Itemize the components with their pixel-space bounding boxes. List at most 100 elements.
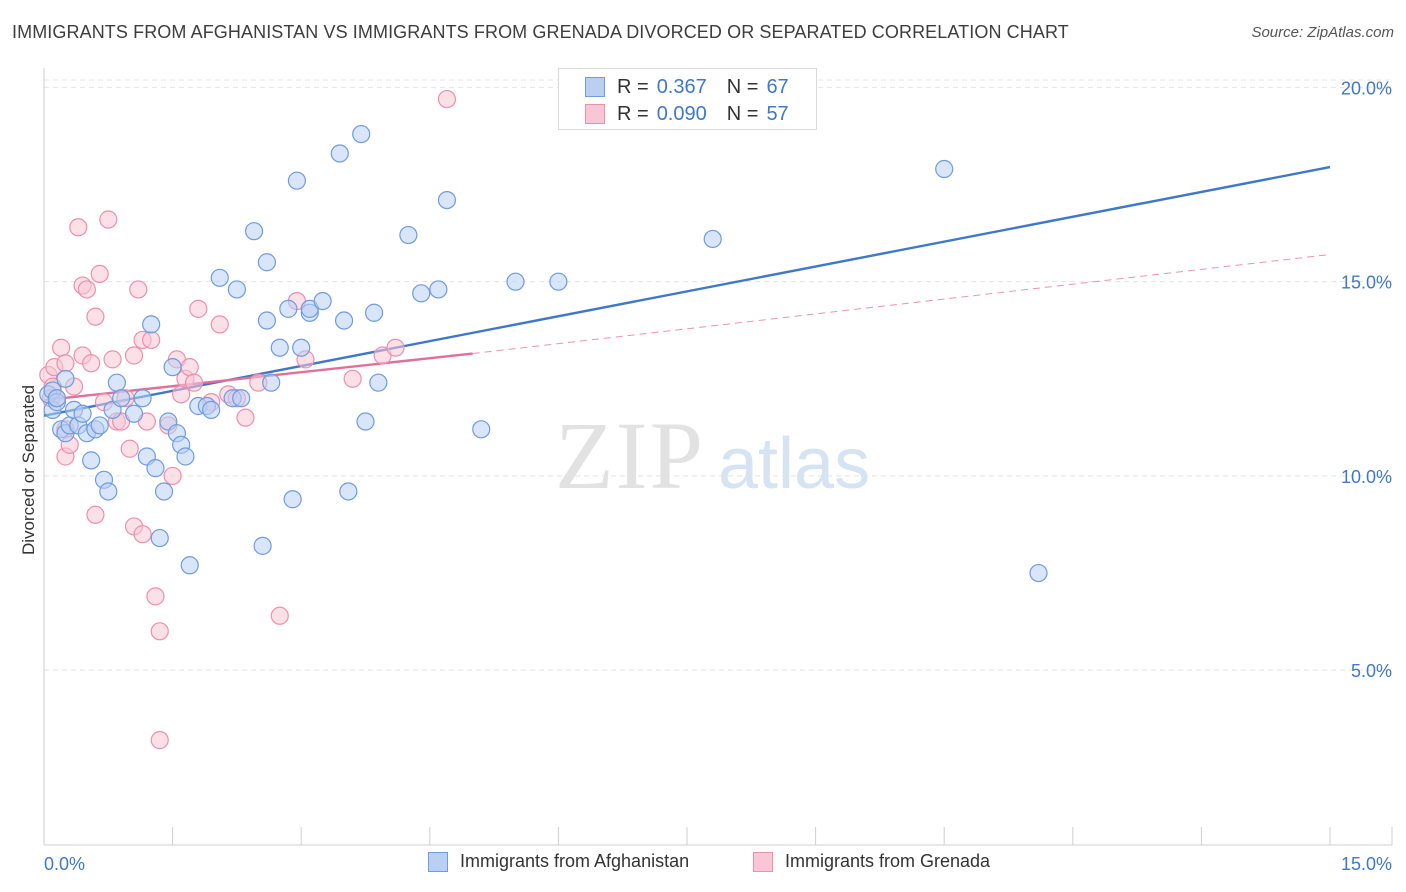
data-point-afghanistan xyxy=(330,144,349,163)
bottom-legend-swatch-afghanistan xyxy=(428,851,448,872)
correlation-legend: R = 0.367 N = 67 R = 0.090 N = 57 xyxy=(558,68,817,130)
data-point-afghanistan xyxy=(472,420,491,439)
data-point-afghanistan xyxy=(227,280,246,299)
data-point-afghanistan xyxy=(356,412,375,431)
data-point-afghanistan xyxy=(244,222,264,241)
y-axis-label: Divorced or Separated xyxy=(19,385,38,555)
data-point-grenada xyxy=(343,369,362,388)
data-point-afghanistan xyxy=(90,416,109,435)
data-point-afghanistan xyxy=(112,389,131,408)
data-point-grenada xyxy=(150,731,169,750)
bottom-legend-grenada: Immigrants from Grenada xyxy=(753,851,990,872)
legend-row-afghanistan: R = 0.367 N = 67 xyxy=(585,74,789,100)
data-point-afghanistan xyxy=(73,404,92,423)
data-point-afghanistan xyxy=(232,389,251,408)
data-point-afghanistan xyxy=(253,536,272,555)
legend-swatch-grenada xyxy=(585,104,605,124)
data-point-afghanistan xyxy=(506,272,525,291)
data-point-grenada xyxy=(386,338,405,357)
data-point-grenada xyxy=(86,505,105,524)
data-point-afghanistan xyxy=(935,159,954,179)
bottom-legend-afghanistan: Immigrants from Afghanistan xyxy=(428,851,689,872)
legend-r-value: 0.090 xyxy=(656,102,707,125)
data-point-grenada xyxy=(52,338,71,357)
data-point-grenada xyxy=(86,307,105,326)
source-label: Source: ZipAtlas.com xyxy=(1251,24,1394,41)
data-point-grenada xyxy=(129,280,148,299)
bottom-legend-label-afghanistan: Immigrants from Afghanistan xyxy=(460,851,690,871)
y-tick-label: 5.0% xyxy=(1351,661,1392,681)
data-point-afghanistan xyxy=(210,268,229,287)
data-point-afghanistan xyxy=(163,358,182,377)
data-point-afghanistan xyxy=(549,272,568,291)
watermark-zip: ZIP xyxy=(555,402,705,509)
axes xyxy=(43,68,1393,846)
data-point-afghanistan xyxy=(99,482,118,501)
data-point-grenada xyxy=(163,466,182,486)
data-point-afghanistan xyxy=(82,451,101,470)
data-point-afghanistan xyxy=(399,225,418,245)
data-point-afghanistan xyxy=(270,338,289,357)
data-point-grenada xyxy=(150,622,169,641)
legend-n-value: 57 xyxy=(766,102,789,125)
data-point-afghanistan xyxy=(313,292,332,311)
chart-title: IMMIGRANTS FROM AFGHANISTAN VS IMMIGRANT… xyxy=(12,22,1069,42)
data-point-afghanistan xyxy=(154,482,174,501)
data-point-afghanistan xyxy=(47,389,66,408)
data-point-grenada xyxy=(146,587,165,606)
data-point-grenada xyxy=(90,264,109,284)
data-point-afghanistan xyxy=(369,373,388,392)
legend-n-label: N = xyxy=(726,102,759,125)
data-point-afghanistan xyxy=(180,556,199,575)
data-point-afghanistan xyxy=(437,190,457,210)
data-point-afghanistan xyxy=(202,400,221,419)
legend-r-value: 0.367 xyxy=(656,75,707,98)
data-point-grenada xyxy=(77,280,96,299)
data-point-afghanistan xyxy=(703,229,722,249)
data-point-afghanistan xyxy=(124,404,144,423)
data-point-grenada xyxy=(236,408,255,427)
data-point-afghanistan xyxy=(262,373,281,392)
data-point-grenada xyxy=(270,606,289,625)
data-point-afghanistan xyxy=(176,447,195,466)
data-point-afghanistan xyxy=(287,171,307,190)
watermark: ZIP atlas xyxy=(555,402,870,509)
trend-line-grenada-dashed xyxy=(472,253,1331,355)
data-point-afghanistan xyxy=(292,338,311,357)
x-tick-label: 0.0% xyxy=(44,854,85,874)
data-point-grenada xyxy=(133,525,152,544)
legend-r-label: R = xyxy=(617,102,649,125)
data-point-afghanistan xyxy=(412,284,431,303)
tick-labels: 5.0% 10.0% 15.0% 20.0% 0.0% 15.0% xyxy=(44,78,1392,874)
bottom-legend-swatch-grenada xyxy=(753,851,773,872)
data-point-afghanistan xyxy=(142,315,161,334)
data-point-grenada xyxy=(189,299,208,318)
data-point-afghanistan xyxy=(1029,563,1048,583)
data-point-grenada xyxy=(103,350,122,369)
grid-lines xyxy=(44,79,1392,671)
data-point-afghanistan xyxy=(150,528,169,548)
data-point-grenada xyxy=(210,315,229,334)
data-point-afghanistan xyxy=(146,459,165,478)
x-tick-label: 15.0% xyxy=(1341,854,1392,874)
bottom-legend-label-grenada: Immigrants from Grenada xyxy=(785,851,991,871)
data-point-grenada xyxy=(56,354,75,373)
legend-swatch-afghanistan xyxy=(585,77,605,97)
legend-n-label: N = xyxy=(726,75,759,98)
data-point-afghanistan xyxy=(339,482,358,501)
data-point-afghanistan xyxy=(352,124,371,144)
data-point-afghanistan xyxy=(364,303,384,322)
y-tick-label: 20.0% xyxy=(1341,78,1392,98)
data-point-afghanistan xyxy=(56,369,75,388)
data-point-grenada xyxy=(180,358,199,377)
y-tick-label: 10.0% xyxy=(1341,467,1392,487)
data-point-afghanistan xyxy=(107,373,126,392)
y-tick-label: 15.0% xyxy=(1341,273,1392,293)
data-point-afghanistan xyxy=(334,311,354,330)
watermark-atlas: atlas xyxy=(718,424,870,504)
data-point-grenada xyxy=(184,373,204,392)
legend-row-grenada: R = 0.090 N = 57 xyxy=(585,101,789,127)
data-points xyxy=(39,89,1048,750)
data-point-afghanistan xyxy=(279,299,298,318)
